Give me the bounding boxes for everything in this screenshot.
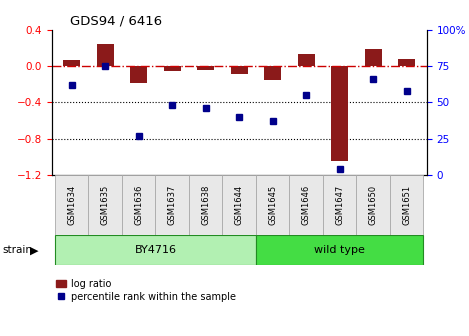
Bar [97, 44, 113, 67]
Bar [89, 175, 122, 235]
Bar [356, 175, 390, 235]
Bar [155, 175, 189, 235]
Bar [222, 175, 256, 235]
Bar [256, 235, 424, 265]
Text: GSM1635: GSM1635 [101, 185, 110, 225]
Text: GSM1647: GSM1647 [335, 185, 344, 225]
Bar [365, 49, 382, 67]
Bar [164, 67, 181, 71]
Bar [189, 175, 222, 235]
Bar [398, 59, 415, 67]
Bar [331, 67, 348, 161]
Bar [63, 60, 80, 67]
Bar [55, 235, 256, 265]
Bar [256, 175, 289, 235]
Bar [231, 67, 248, 74]
Text: GSM1636: GSM1636 [134, 185, 143, 225]
Text: GSM1644: GSM1644 [234, 185, 244, 225]
Legend: log ratio, percentile rank within the sample: log ratio, percentile rank within the sa… [56, 279, 236, 302]
Bar [130, 67, 147, 83]
Bar [390, 175, 424, 235]
Bar [265, 67, 281, 80]
Bar [289, 175, 323, 235]
Text: strain: strain [2, 245, 32, 255]
Text: BY4716: BY4716 [135, 245, 176, 255]
Bar [323, 175, 356, 235]
Text: ▶: ▶ [30, 245, 38, 255]
Text: GSM1645: GSM1645 [268, 185, 277, 225]
Text: GSM1650: GSM1650 [369, 185, 378, 225]
Text: GDS94 / 6416: GDS94 / 6416 [70, 15, 162, 28]
Text: GSM1637: GSM1637 [168, 185, 177, 225]
Bar [197, 67, 214, 70]
Bar [298, 54, 315, 67]
Text: GSM1646: GSM1646 [302, 185, 310, 225]
Text: wild type: wild type [314, 245, 365, 255]
Bar [55, 175, 89, 235]
Bar [122, 175, 155, 235]
Text: GSM1634: GSM1634 [67, 185, 76, 225]
Text: GSM1651: GSM1651 [402, 185, 411, 225]
Text: GSM1638: GSM1638 [201, 185, 210, 225]
